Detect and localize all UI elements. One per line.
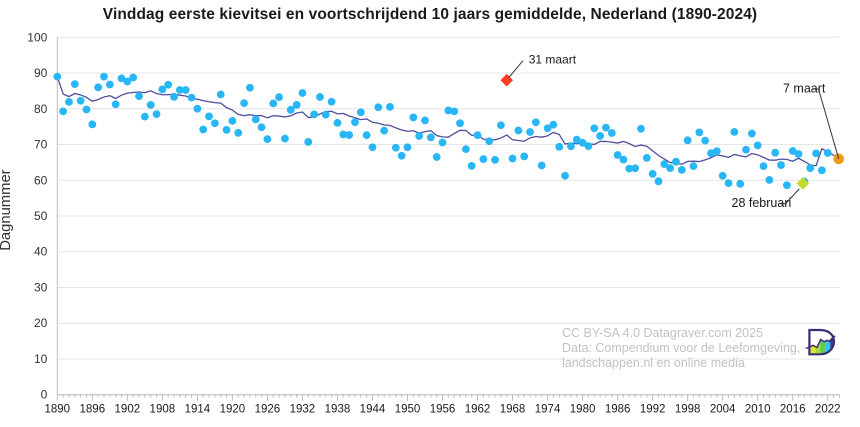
svg-text:2022: 2022	[815, 404, 841, 416]
svg-text:landschappen.nl en online medi: landschappen.nl en online media	[562, 356, 745, 370]
svg-text:1980: 1980	[570, 404, 596, 416]
svg-text:60: 60	[34, 173, 48, 187]
svg-text:1968: 1968	[500, 404, 526, 416]
svg-text:40: 40	[34, 245, 48, 259]
svg-text:10: 10	[34, 352, 48, 366]
svg-text:1950: 1950	[395, 404, 421, 416]
svg-text:1956: 1956	[430, 404, 456, 416]
svg-text:1932: 1932	[290, 404, 316, 416]
svg-text:28 februari: 28 februari	[732, 196, 792, 210]
svg-text:30: 30	[34, 280, 48, 294]
svg-text:1998: 1998	[675, 404, 701, 416]
svg-text:1902: 1902	[115, 404, 141, 416]
svg-text:31 maart: 31 maart	[529, 52, 577, 66]
svg-text:70: 70	[34, 138, 48, 152]
svg-text:50: 50	[34, 209, 48, 223]
svg-text:20: 20	[34, 316, 48, 330]
svg-text:90: 90	[34, 66, 48, 80]
svg-text:0: 0	[41, 388, 48, 402]
svg-text:1986: 1986	[605, 404, 631, 416]
svg-text:2004: 2004	[710, 404, 736, 416]
svg-text:1920: 1920	[220, 404, 246, 416]
svg-text:2016: 2016	[780, 404, 806, 416]
svg-text:Data: Compendium voor de Leefo: Data: Compendium voor de Leefomgeving,	[562, 341, 800, 355]
svg-text:100: 100	[27, 30, 47, 44]
svg-text:1962: 1962	[465, 404, 491, 416]
svg-text:1992: 1992	[640, 404, 666, 416]
svg-text:1908: 1908	[150, 404, 176, 416]
svg-text:80: 80	[34, 102, 48, 116]
svg-text:1896: 1896	[80, 404, 106, 416]
svg-text:7 maart: 7 maart	[783, 82, 826, 96]
svg-text:2010: 2010	[745, 404, 771, 416]
svg-text:1974: 1974	[535, 404, 561, 416]
svg-text:1914: 1914	[185, 404, 211, 416]
svg-text:1926: 1926	[255, 404, 281, 416]
svg-text:1944: 1944	[360, 404, 386, 416]
svg-text:CC BY-SA 4.0 Datagraver.com 20: CC BY-SA 4.0 Datagraver.com 2025	[562, 326, 763, 340]
svg-text:Dagnummer: Dagnummer	[0, 169, 14, 250]
svg-text:1890: 1890	[45, 404, 71, 416]
svg-text:1938: 1938	[325, 404, 351, 416]
